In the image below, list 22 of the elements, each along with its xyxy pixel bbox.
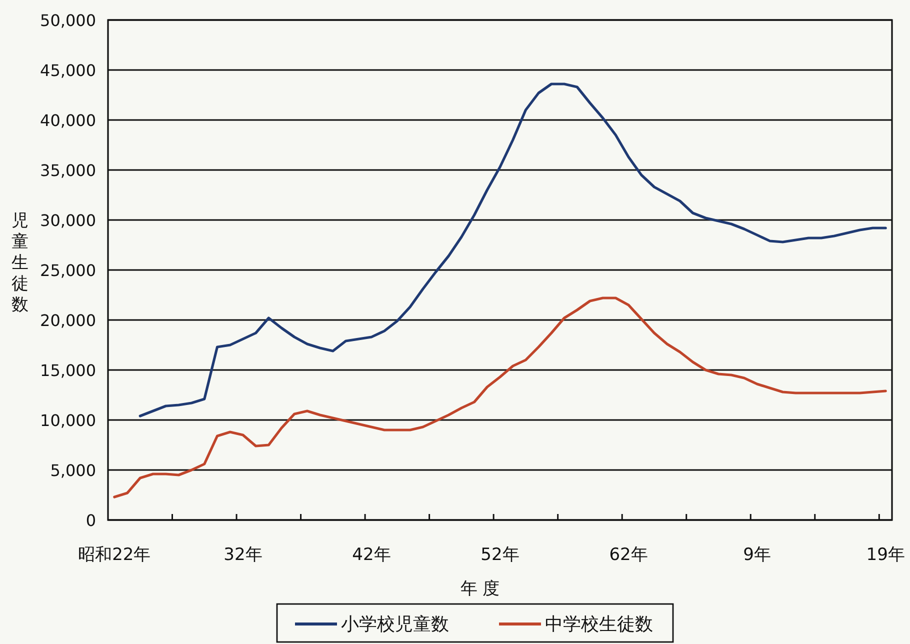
y-tick-label: 0 (86, 511, 96, 530)
x-tick-label: 42年 (352, 545, 391, 565)
y-tick-label: 40,000 (40, 111, 96, 130)
legend-label: 小学校児童数 (341, 614, 449, 635)
y-tick-label: 10,000 (40, 411, 96, 430)
x-axis-title: 年 度 (460, 579, 500, 599)
x-tick-label: 62年 (609, 545, 648, 565)
y-tick-label: 50,000 (40, 11, 96, 30)
x-tick-label: 9年 (743, 545, 771, 565)
legend-label: 中学校生徒数 (545, 614, 653, 635)
y-axis-title: 児童生徒数 (12, 211, 28, 315)
x-tick-label: 52年 (480, 545, 520, 565)
y-tick-label: 45,000 (40, 61, 96, 80)
x-tick-label: 19年 (866, 545, 905, 565)
y-tick-label: 15,000 (40, 361, 96, 380)
y-tick-label: 25,000 (40, 261, 96, 280)
y-tick-label: 20,000 (40, 311, 96, 330)
y-tick-label: 30,000 (40, 211, 96, 230)
y-tick-label: 35,000 (40, 161, 96, 180)
x-tick-label: 昭和22年 (78, 545, 151, 565)
y-tick-label: 5,000 (50, 461, 96, 480)
x-tick-label: 32年 (224, 545, 262, 565)
